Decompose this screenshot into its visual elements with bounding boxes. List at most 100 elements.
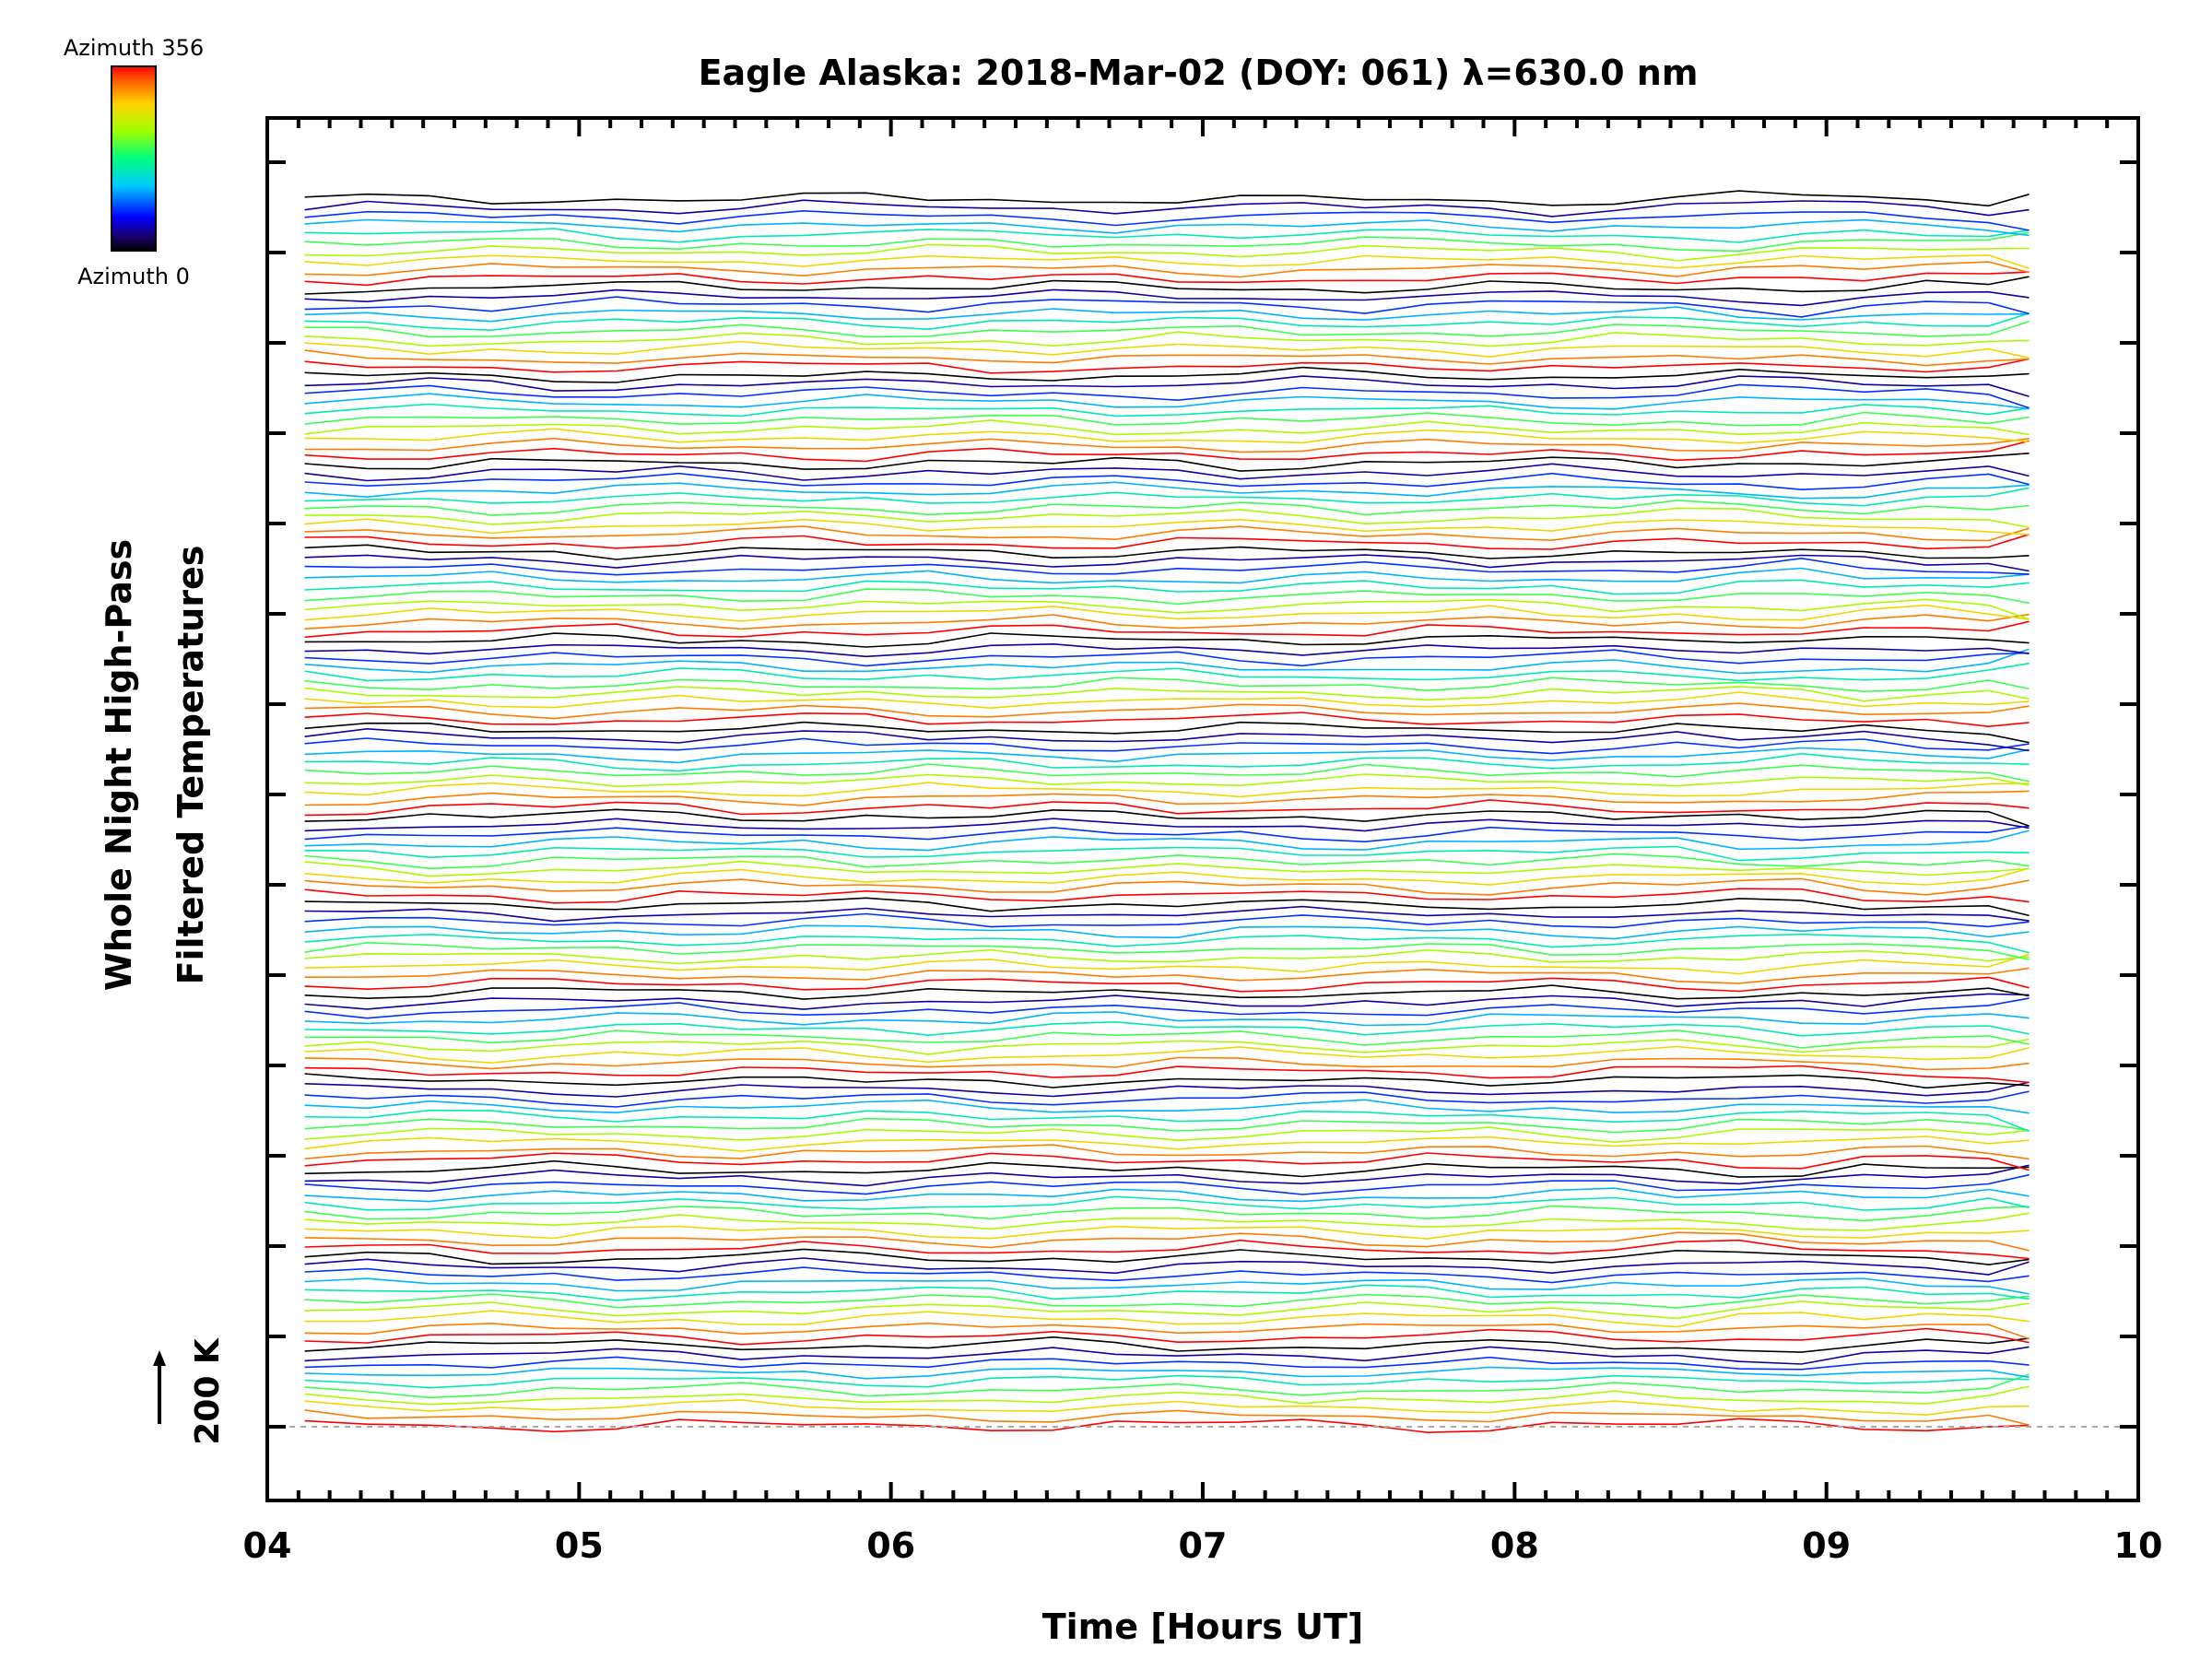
scale-bar-arrowhead <box>153 1350 166 1366</box>
azimuth-series-line <box>304 1212 2030 1231</box>
azimuth-series-line <box>304 941 2030 960</box>
azimuth-series-line <box>304 620 2030 639</box>
azimuth-series-line <box>304 632 2030 648</box>
azimuth-series-line <box>304 677 2030 693</box>
azimuth-series-line <box>304 1257 2030 1276</box>
chart-title: Eagle Alaska: 2018-Mar-02 (DOY: 061) λ=6… <box>699 53 1699 93</box>
azimuth-series-line <box>304 877 2030 896</box>
azimuth-series-line <box>304 253 2030 269</box>
azimuth-series-line <box>304 321 2030 338</box>
azimuth-series-line <box>304 1187 2030 1203</box>
azimuth-series-line <box>304 853 2030 870</box>
azimuth-series-line <box>304 1300 2030 1320</box>
azimuth-series-line <box>304 1038 2030 1055</box>
x-tick-label: 05 <box>555 1525 604 1566</box>
azimuth-series-line <box>304 993 2030 1010</box>
azimuth-series-line <box>304 276 2030 295</box>
azimuth-series-line <box>304 358 2030 374</box>
azimuth-series-line <box>304 888 2030 904</box>
x-ticks: 04 05 06 07 08 09 10 <box>243 118 2162 1566</box>
azimuth-series-line <box>304 727 2030 752</box>
azimuth-series-line <box>304 1322 2030 1340</box>
azimuth-series-line <box>304 312 2030 332</box>
azimuth-series-line <box>304 1011 2030 1027</box>
azimuth-series-line <box>304 1073 2030 1089</box>
azimuth-series-line <box>304 481 2030 500</box>
azimuth-series-line <box>304 845 2030 862</box>
azimuth-series-line <box>304 1385 2030 1406</box>
azimuth-series-line <box>304 830 2030 852</box>
azimuth-series-line <box>304 1284 2030 1301</box>
azimuth-series-line <box>304 604 2030 622</box>
azimuth-series-line <box>304 1126 2030 1144</box>
azimuth-series-line <box>304 702 2030 720</box>
azimuth-series-line <box>304 190 2030 207</box>
scale-bar-label: 200 K <box>189 1337 227 1445</box>
azimuth-series-line <box>304 642 2030 658</box>
azimuth-series-line <box>304 544 2030 560</box>
azimuth-series-line <box>304 1293 2030 1309</box>
azimuth-series-line <box>304 1090 2030 1108</box>
azimuth-series-line <box>304 905 2030 923</box>
azimuth-series-line <box>304 440 2030 463</box>
azimuth-series-line <box>304 1346 2030 1365</box>
azimuth-series-line <box>304 1030 2030 1049</box>
azimuth-series-line <box>304 1356 2030 1371</box>
azimuth-series-line <box>304 1225 2030 1240</box>
azimuth-series-line <box>304 1173 2030 1195</box>
azimuth-series-line <box>304 1164 2030 1187</box>
azimuth-series-line <box>304 1335 2030 1353</box>
azimuth-series-line <box>304 976 2030 993</box>
colorbar-bottom-label: Azimuth 0 <box>77 264 190 289</box>
azimuth-series-line <box>304 1310 2030 1328</box>
colorbar: Azimuth 356 Azimuth 0 <box>64 35 204 289</box>
azimuth-series-line <box>304 933 2030 954</box>
azimuth-series-line <box>304 1135 2030 1152</box>
azimuth-series-line <box>304 1065 2030 1084</box>
azimuth-series-line <box>304 1239 2030 1260</box>
azimuth-series-line <box>304 453 2030 472</box>
azimuth-series-line <box>304 691 2030 710</box>
azimuth-series-line <box>304 1159 2030 1178</box>
colorbar-top-label: Azimuth 356 <box>64 35 204 61</box>
azimuth-series-line <box>304 557 2030 576</box>
azimuth-series-line <box>304 567 2030 584</box>
azimuth-series-line <box>304 924 2030 940</box>
azimuth-series-line <box>304 1020 2030 1037</box>
azimuth-series-line <box>304 1399 2030 1417</box>
azimuth-series-line <box>304 271 2030 287</box>
y-ticks <box>267 160 2138 1429</box>
azimuth-series-line <box>304 507 2030 528</box>
azimuth-series-line <box>304 782 2030 798</box>
azimuth-series-line <box>304 383 2030 409</box>
azimuth-series-line <box>304 1081 2030 1098</box>
azimuth-series-line <box>304 912 2030 929</box>
azimuth-series-line <box>304 1266 2030 1284</box>
azimuth-series-line <box>304 411 2030 427</box>
azimuth-series-line <box>304 648 2030 675</box>
azimuth-series-line <box>304 1152 2030 1171</box>
azimuth-series-line <box>304 721 2030 744</box>
azimuth-series-line <box>304 1205 2030 1222</box>
azimuth-series-line <box>304 463 2030 482</box>
azimuth-series-line <box>304 1045 2030 1065</box>
azimuth-series-line <box>304 487 2030 507</box>
azimuth-series-line <box>304 1374 2030 1389</box>
azimuth-series-line <box>304 818 2030 832</box>
azimuth-series-line <box>304 712 2030 728</box>
azimuth-series-line <box>304 752 2030 772</box>
azimuth-series-line <box>304 261 2030 278</box>
azimuth-series-line <box>304 662 2030 682</box>
colorbar-gradient <box>111 65 157 252</box>
azimuth-series-line <box>304 331 2030 347</box>
azimuth-series-line <box>304 897 2030 917</box>
azimuth-series-line <box>304 598 2030 620</box>
azimuth-series-line <box>304 579 2030 595</box>
azimuth-series-line <box>304 948 2030 965</box>
azimuth-series-line <box>304 825 2030 843</box>
azimuth-series-line <box>304 1056 2030 1071</box>
azimuth-series-line <box>304 763 2030 782</box>
azimuth-series-line <box>304 613 2030 630</box>
azimuth-series-line <box>304 375 2030 397</box>
